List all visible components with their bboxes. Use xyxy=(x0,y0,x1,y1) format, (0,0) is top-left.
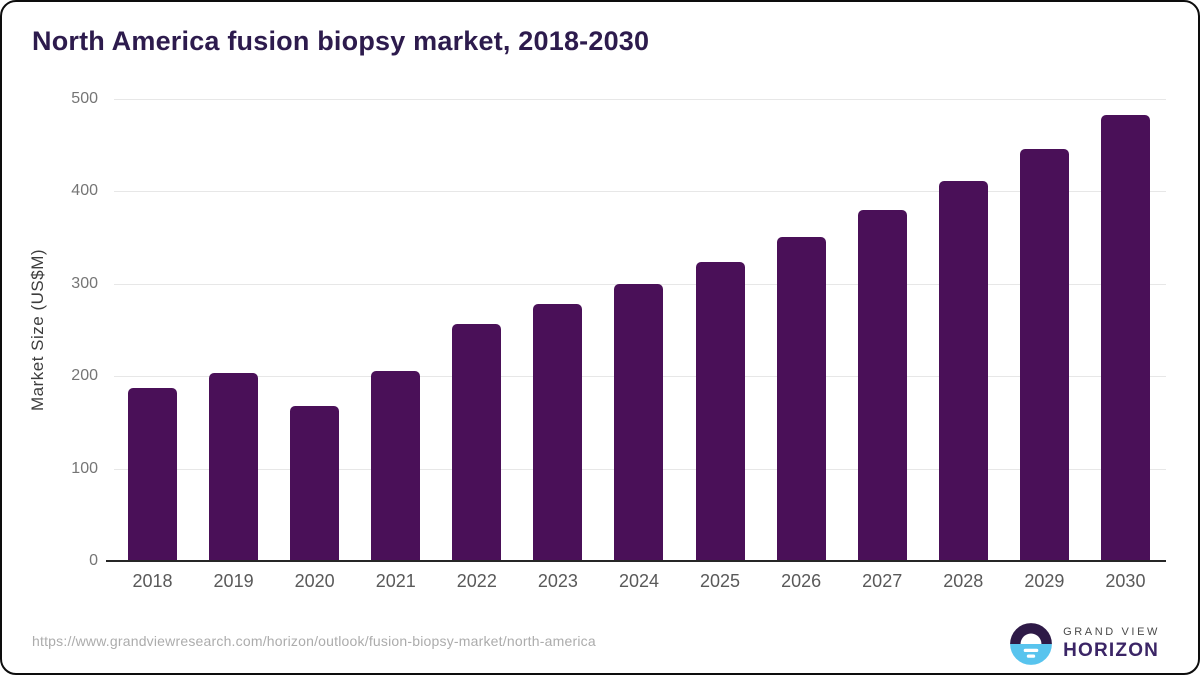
bar-slot-2026 xyxy=(776,99,826,561)
chart-title: North America fusion biopsy market, 2018… xyxy=(32,26,650,56)
x-tick-label-2030: 2030 xyxy=(1105,571,1146,591)
x-tick-label-2027: 2027 xyxy=(862,571,903,591)
bar-slot-2025 xyxy=(695,99,745,561)
gridline-500 xyxy=(114,99,1166,100)
bar-2026 xyxy=(776,236,826,561)
x-tick-label-2020: 2020 xyxy=(294,571,335,591)
bar-2022 xyxy=(452,323,502,561)
x-tick-label-2028: 2028 xyxy=(943,571,984,591)
bar-slot-2023 xyxy=(533,99,583,561)
bar-slot-2028 xyxy=(938,99,988,561)
bar-slot-2022 xyxy=(452,99,502,561)
bar-slot-2029 xyxy=(1019,99,1069,561)
x-tick-label-2024: 2024 xyxy=(618,571,659,591)
bar-2029 xyxy=(1019,148,1069,561)
brand-name-bottom: HORIZON xyxy=(1063,640,1160,661)
bar-slot-2024 xyxy=(614,99,664,561)
x-tick-label-2026: 2026 xyxy=(781,571,822,591)
brand-logo: GRAND VIEW HORIZON xyxy=(1008,621,1160,667)
bar-slot-2027 xyxy=(857,99,907,561)
bar-slot-2020 xyxy=(290,99,340,561)
y-tick-label-400: 400 xyxy=(71,182,98,200)
y-tick-label-100: 100 xyxy=(71,459,98,477)
bar-slot-2018 xyxy=(128,99,177,561)
y-tick-label-200: 200 xyxy=(71,367,98,385)
y-tick-label-500: 500 xyxy=(71,90,98,107)
bar-2020 xyxy=(290,405,340,561)
bars xyxy=(112,99,1166,561)
x-tick-label-2021: 2021 xyxy=(375,571,416,591)
gridline-400 xyxy=(114,191,1166,193)
x-tick-label-2023: 2023 xyxy=(537,571,578,591)
y-tick-label-0: 0 xyxy=(89,552,98,569)
bar-2018 xyxy=(128,388,177,561)
x-tick-label-2018: 2018 xyxy=(132,571,173,591)
bar-2030 xyxy=(1100,114,1150,561)
brand-logo-text: GRAND VIEW HORIZON xyxy=(1063,626,1160,662)
brand-name-top: GRAND VIEW xyxy=(1063,626,1160,638)
bar-2028 xyxy=(938,181,988,561)
bar-2019 xyxy=(209,373,259,561)
x-tick-label-2022: 2022 xyxy=(456,571,497,591)
y-axis-title: Market Size (US$M) xyxy=(28,248,47,412)
y-tick-label-300: 300 xyxy=(71,274,98,292)
bar-2027 xyxy=(857,209,907,561)
bar-slot-2019 xyxy=(209,99,259,561)
bar-2024 xyxy=(614,283,664,561)
x-tick-label-2019: 2019 xyxy=(213,571,254,591)
x-tick-label-2029: 2029 xyxy=(1024,571,1065,591)
x-tick-label-2025: 2025 xyxy=(700,571,741,591)
bar-2023 xyxy=(533,304,583,561)
bar-2025 xyxy=(695,261,745,561)
bar-slot-2030 xyxy=(1100,99,1150,561)
x-axis-labels: 2018 2019 2020 2021 2022 2023 2024 2025 2026 2027… xyxy=(112,571,1166,592)
source-url: https://www.grandviewresearch.com/horizo… xyxy=(32,633,596,649)
bar-2021 xyxy=(371,370,421,561)
plot-area: 0 100 200 300 400 500 xyxy=(71,90,1166,569)
bar-slot-2021 xyxy=(371,99,421,561)
x-axis-line xyxy=(106,560,1166,562)
sunrise-horizon-icon xyxy=(1010,623,1053,665)
